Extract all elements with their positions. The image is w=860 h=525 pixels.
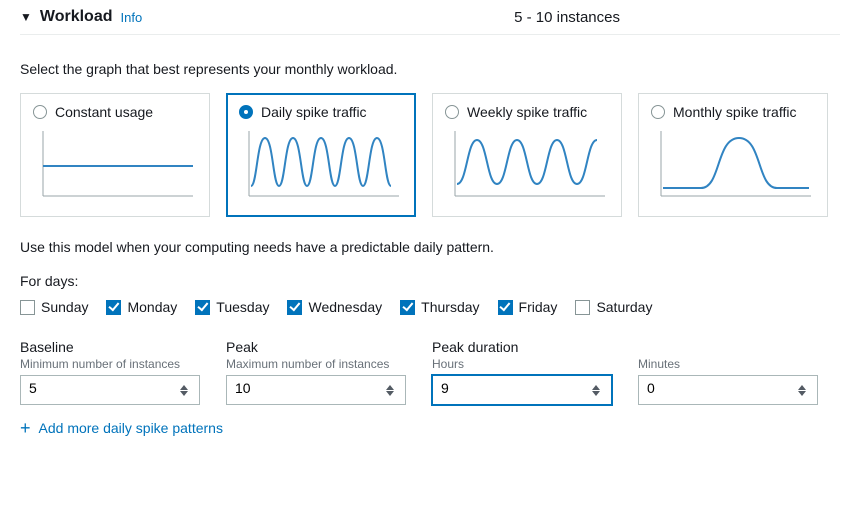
day-label: Wednesday bbox=[308, 299, 382, 315]
baseline-input[interactable] bbox=[20, 375, 200, 405]
peak-label: Peak bbox=[226, 339, 406, 355]
baseline-col: Baseline Minimum number of instances bbox=[20, 339, 200, 405]
day-tuesday[interactable]: Tuesday bbox=[195, 299, 269, 315]
minutes-input-field[interactable] bbox=[647, 380, 793, 396]
radio-icon bbox=[651, 105, 665, 119]
card-label: Daily spike traffic bbox=[261, 104, 367, 120]
day-thursday[interactable]: Thursday bbox=[400, 299, 479, 315]
card-constant-usage[interactable]: Constant usage bbox=[20, 93, 210, 217]
card-label: Constant usage bbox=[55, 104, 153, 120]
checkbox-checked-icon bbox=[195, 300, 210, 315]
day-label: Sunday bbox=[41, 299, 88, 315]
hours-input-field[interactable] bbox=[441, 380, 587, 396]
card-monthly-spike[interactable]: Monthly spike traffic bbox=[638, 93, 828, 217]
card-weekly-spike[interactable]: Weekly spike traffic bbox=[432, 93, 622, 217]
day-wednesday[interactable]: Wednesday bbox=[287, 299, 382, 315]
days-row: Sunday Monday Tuesday Wednesday Thursday… bbox=[20, 299, 840, 315]
peak-duration-label: Peak duration bbox=[432, 339, 612, 355]
day-saturday[interactable]: Saturday bbox=[575, 299, 652, 315]
checkbox-icon bbox=[20, 300, 35, 315]
add-more-patterns-link[interactable]: + Add more daily spike patterns bbox=[20, 419, 840, 437]
checkbox-icon bbox=[575, 300, 590, 315]
day-label: Friday bbox=[519, 299, 558, 315]
chart-monthly-icon bbox=[651, 126, 816, 201]
baseline-label: Baseline bbox=[20, 339, 200, 355]
peak-input-field[interactable] bbox=[235, 380, 381, 396]
chart-constant-icon bbox=[33, 126, 198, 201]
section-description: Select the graph that best represents yo… bbox=[20, 61, 840, 77]
checkbox-checked-icon bbox=[400, 300, 415, 315]
info-link[interactable]: Info bbox=[121, 10, 143, 25]
day-label: Thursday bbox=[421, 299, 479, 315]
spacer-label bbox=[638, 339, 818, 355]
radio-icon bbox=[33, 105, 47, 119]
workload-header: ▼ Workload Info 5 - 10 instances bbox=[20, 8, 840, 35]
minutes-col: Minutes bbox=[638, 339, 818, 405]
card-label: Monthly spike traffic bbox=[673, 104, 796, 120]
minutes-input[interactable] bbox=[638, 375, 818, 405]
radio-icon bbox=[445, 105, 459, 119]
peak-col: Peak Maximum number of instances bbox=[226, 339, 406, 405]
hours-sublabel: Hours bbox=[432, 357, 612, 371]
card-daily-spike[interactable]: Daily spike traffic bbox=[226, 93, 416, 217]
add-link-label: Add more daily spike patterns bbox=[39, 420, 223, 436]
day-monday[interactable]: Monday bbox=[106, 299, 177, 315]
day-label: Saturday bbox=[596, 299, 652, 315]
header-title: Workload bbox=[40, 8, 113, 26]
day-label: Monday bbox=[127, 299, 177, 315]
workload-cards: Constant usage Daily spike traffic Weekl… bbox=[20, 93, 840, 217]
day-label: Tuesday bbox=[216, 299, 269, 315]
peak-input[interactable] bbox=[226, 375, 406, 405]
inputs-row: Baseline Minimum number of instances Pea… bbox=[20, 339, 840, 405]
chart-daily-icon bbox=[239, 126, 404, 201]
peak-sublabel: Maximum number of instances bbox=[226, 357, 406, 371]
baseline-input-field[interactable] bbox=[29, 380, 175, 396]
checkbox-checked-icon bbox=[106, 300, 121, 315]
instance-summary: 5 - 10 instances bbox=[514, 9, 620, 26]
checkbox-checked-icon bbox=[287, 300, 302, 315]
day-sunday[interactable]: Sunday bbox=[20, 299, 88, 315]
model-description: Use this model when your computing needs… bbox=[20, 239, 840, 255]
for-days-label: For days: bbox=[20, 273, 840, 289]
radio-selected-icon bbox=[239, 105, 253, 119]
day-friday[interactable]: Friday bbox=[498, 299, 558, 315]
plus-icon: + bbox=[20, 419, 31, 437]
chart-weekly-icon bbox=[445, 126, 610, 201]
hours-input[interactable] bbox=[432, 375, 612, 405]
collapse-toggle-icon[interactable]: ▼ bbox=[20, 10, 32, 24]
card-label: Weekly spike traffic bbox=[467, 104, 587, 120]
hours-col: Peak duration Hours bbox=[432, 339, 612, 405]
baseline-sublabel: Minimum number of instances bbox=[20, 357, 200, 371]
checkbox-checked-icon bbox=[498, 300, 513, 315]
minutes-sublabel: Minutes bbox=[638, 357, 818, 371]
